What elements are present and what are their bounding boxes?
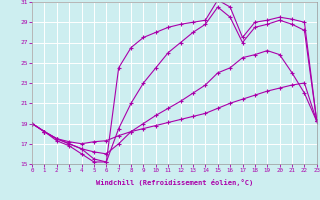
X-axis label: Windchill (Refroidissement éolien,°C): Windchill (Refroidissement éolien,°C): [96, 179, 253, 186]
